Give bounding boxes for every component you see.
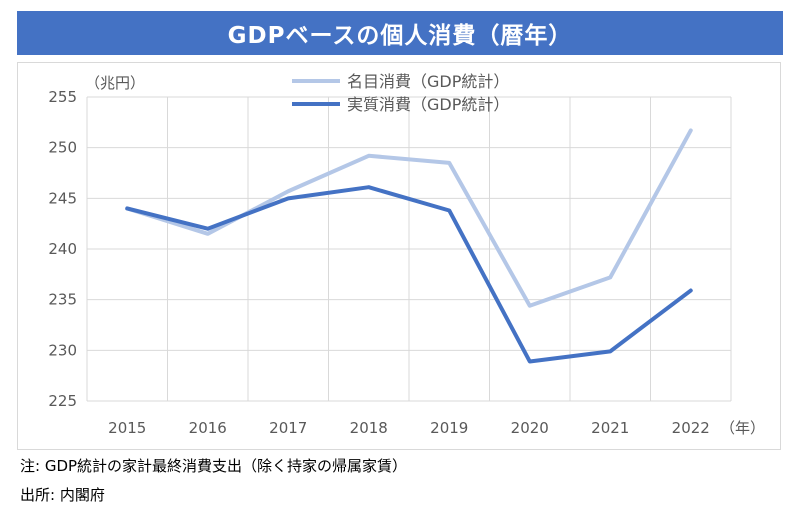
- x-tick-label: 2019: [430, 419, 468, 437]
- y-tick-label: 245: [48, 189, 77, 207]
- y-tick-label: 240: [48, 240, 77, 258]
- chart-frame: [17, 62, 781, 450]
- footnote-note: 注: GDP統計の家計最終消費支出（除く持家の帰属家賃）: [20, 457, 408, 475]
- line-chart: 225 230 235 240 245 250 255 2015 2016 2017 2018 201…: [48, 72, 765, 437]
- y-tick-label: 230: [48, 341, 77, 359]
- y-axis-label: （兆円）: [85, 74, 145, 92]
- series-line-real: [125, 185, 693, 364]
- legend-real-label: 実質消費（GDP統計）: [347, 95, 509, 114]
- footnote-source: 出所: 内閣府: [20, 486, 105, 504]
- x-tick-label: 2020: [511, 419, 549, 437]
- series-line-nominal: [125, 128, 693, 308]
- y-tick-label: 255: [48, 88, 77, 106]
- x-tick-label: 2021: [591, 419, 629, 437]
- x-axis-label: （年）: [720, 419, 765, 437]
- x-tick-label: 2016: [189, 419, 227, 437]
- y-tick-label: 225: [48, 392, 77, 410]
- y-tick-label: 250: [48, 139, 77, 157]
- x-tick-label: 2018: [350, 419, 388, 437]
- x-tick-label: 2017: [269, 419, 307, 437]
- x-tick-label: 2022: [672, 419, 710, 437]
- x-tick-label: 2015: [108, 419, 146, 437]
- chart-title: GDPベースの個人消費（暦年）: [17, 11, 783, 55]
- legend-nominal-label: 名目消費（GDP統計）: [347, 72, 509, 91]
- y-tick-label: 235: [48, 291, 77, 309]
